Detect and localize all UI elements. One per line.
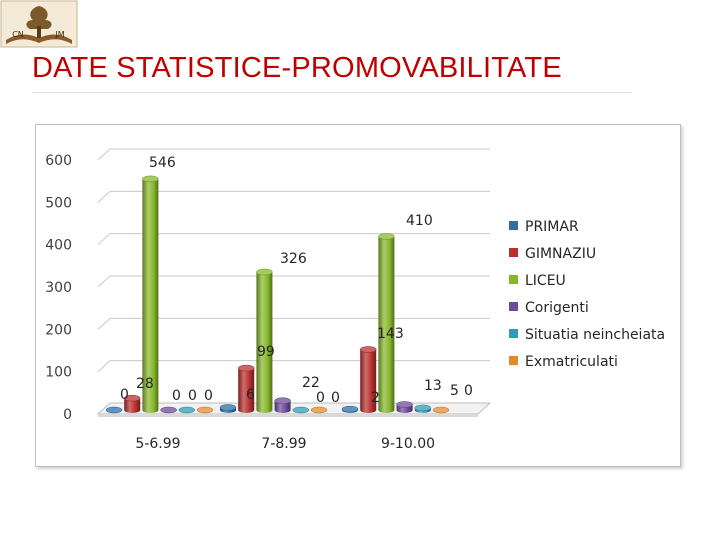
gridline-diagonal (97, 275, 111, 288)
x-tick-label: 7-8.99 (261, 436, 306, 452)
y-tick-label: 200 (45, 322, 72, 338)
bar-5-6.99-LICEU (142, 175, 159, 413)
gridline-diagonal (97, 317, 111, 330)
floor-edge (98, 414, 478, 417)
bar-5-6.99-Corigenti (160, 406, 177, 414)
legend-item: Situatia neincheiata (509, 327, 665, 343)
gridline-diagonal (97, 190, 111, 203)
bar-7-8.99-Situatia neincheiata (292, 406, 310, 414)
data-label-9-10.00-Situatia neincheiata: 5 (450, 383, 459, 399)
slide-title: DATE STATISTICE-PROMOVABILITATE (32, 52, 562, 84)
gridline-diagonal (97, 233, 111, 246)
bar-5-6.99-Exmatriculati (196, 406, 214, 414)
x-tick-label: 5-6.99 (135, 436, 180, 452)
data-label-7-8.99-Situatia neincheiata: 0 (316, 390, 325, 406)
chart-legend: PRIMAR GIMNAZIU LICEU Corigenti Situatia nei… (509, 219, 665, 370)
data-label-5-6.99-Corigenti: 0 (172, 388, 181, 404)
data-label-5-6.99-Exmatriculati: 0 (204, 388, 213, 404)
legend-swatch (509, 356, 518, 365)
bar-5-6.99-GIMNAZIU (123, 394, 141, 413)
y-tick-label: 100 (45, 365, 72, 381)
data-label-7-8.99-LICEU: 326 (280, 251, 307, 267)
data-label-7-8.99-Corigenti: 22 (302, 375, 320, 391)
data-label-7-8.99-Exmatriculati: 0 (331, 390, 340, 406)
data-label-5-6.99-LICEU: 546 (149, 155, 176, 171)
data-label-5-6.99-GIMNAZIU: 28 (136, 376, 154, 392)
y-tick-label: 0 (63, 407, 72, 423)
legend-label: PRIMAR (525, 219, 579, 235)
data-label-9-10.00-LICEU: 410 (406, 213, 433, 229)
y-tick-label: 500 (45, 195, 72, 211)
data-label-5-6.99-PRIMAR: 0 (120, 387, 129, 403)
legend-label: LICEU (525, 273, 566, 289)
bar-7-8.99-LICEU (256, 268, 273, 413)
y-tick-label: 300 (45, 280, 72, 296)
legend-label: GIMNAZIU (525, 246, 596, 262)
bar-5-6.99-PRIMAR (105, 406, 123, 414)
legend-swatch (509, 221, 518, 230)
legend-item: PRIMAR (509, 219, 579, 235)
bar-9-10.00-GIMNAZIU (359, 346, 377, 413)
legend-item: Corigenti (509, 300, 589, 316)
legend-swatch (509, 329, 518, 338)
legend-label: Exmatriculati (525, 354, 618, 370)
legend-swatch (509, 302, 518, 311)
legend-label: Situatia neincheiata (525, 327, 665, 343)
bar-7-8.99-GIMNAZIU (237, 364, 255, 413)
school-logo: CN JM (0, 0, 78, 48)
legend-swatch (509, 275, 518, 284)
x-tick-label: 9-10.00 (381, 436, 435, 452)
logo-lettering-2: JM (54, 30, 64, 39)
legend-label: Corigenti (525, 300, 589, 316)
title-divider (32, 92, 632, 93)
y-axis: 0 100 200 300 400 500 600 (45, 153, 72, 423)
y-tick-label: 400 (45, 238, 72, 254)
bar-9-10.00-Situatia neincheiata (414, 404, 432, 413)
logo-lettering: CN (12, 30, 24, 39)
legend-item: LICEU (509, 273, 566, 289)
bar-7-8.99-PRIMAR (219, 404, 237, 413)
gridline-diagonal (97, 360, 111, 373)
bars (105, 175, 450, 414)
data-label-9-10.00-Exmatriculati: 0 (464, 383, 473, 399)
x-axis: 5-6.99 7-8.99 9-10.00 (135, 436, 435, 452)
bar-7-8.99-Corigenti (274, 397, 291, 413)
data-label-9-10.00-PRIMAR: 2 (371, 390, 380, 406)
data-label-9-10.00-Corigenti: 13 (424, 378, 442, 394)
bar-9-10.00-Exmatriculati (432, 406, 450, 414)
legend-item: Exmatriculati (509, 354, 618, 370)
gridline-diagonal (97, 148, 111, 161)
data-label-7-8.99-PRIMAR: 6 (246, 387, 255, 403)
legend-swatch (509, 248, 518, 257)
y-tick-label: 600 (45, 153, 72, 169)
bar-7-8.99-Exmatriculati (310, 406, 328, 414)
bar-9-10.00-PRIMAR (341, 405, 359, 413)
bar-9-10.00-Corigenti (396, 401, 413, 413)
chart-frame: 0 100 200 300 400 500 600 0 28 546 0 0 0 6 99 326 22 0 0 2… (35, 124, 681, 467)
bar-9-10.00-LICEU (378, 233, 395, 413)
bar-5-6.99-Situatia neincheiata (178, 406, 196, 414)
data-label-9-10.00-GIMNAZIU: 143 (377, 326, 404, 342)
data-label-7-8.99-GIMNAZIU: 99 (257, 344, 275, 360)
legend-item: GIMNAZIU (509, 246, 596, 262)
data-label-5-6.99-Situatia neincheiata: 0 (188, 388, 197, 404)
